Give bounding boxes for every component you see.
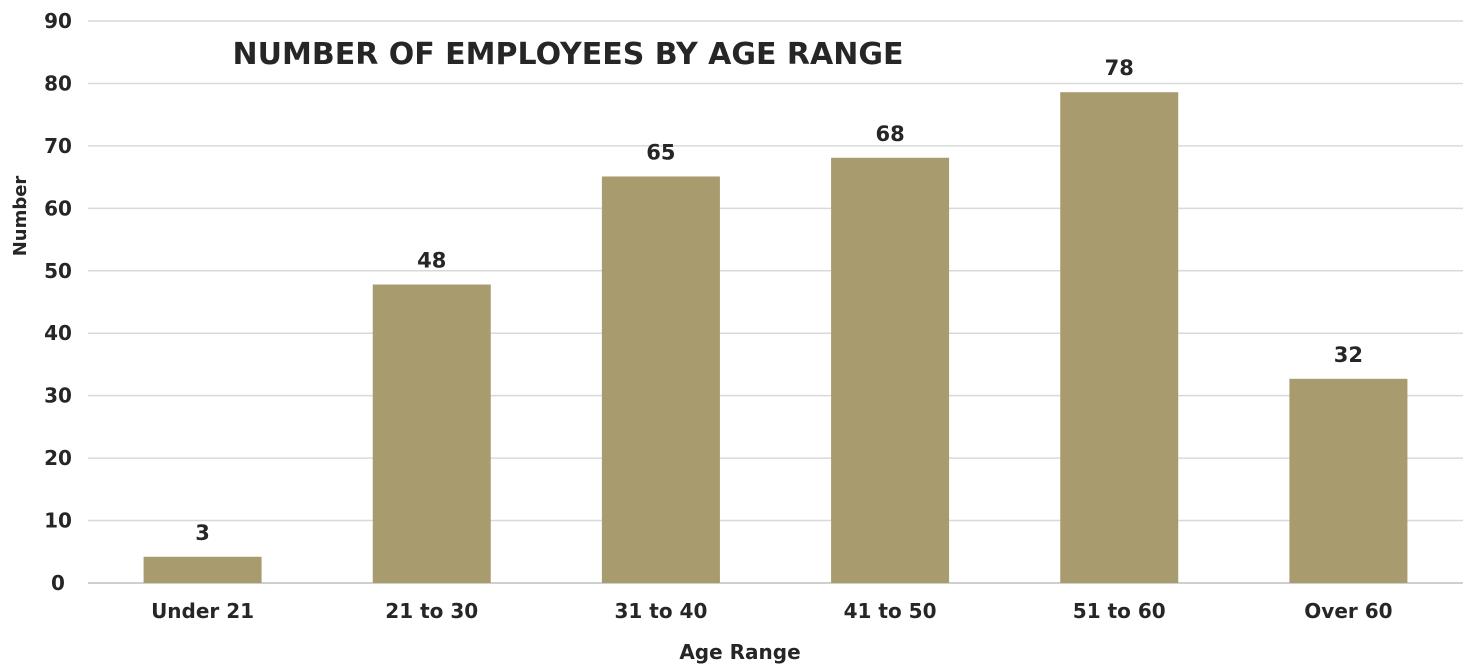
data-label: 48	[417, 249, 446, 273]
y-tick-label: 20	[44, 446, 72, 470]
y-tick-label: 10	[44, 509, 72, 533]
data-label: 65	[646, 140, 675, 164]
y-tick-label: 70	[44, 134, 72, 158]
y-tick-label: 50	[44, 259, 72, 283]
bar	[143, 556, 262, 583]
data-label: 78	[1105, 56, 1134, 80]
data-label: 32	[1334, 343, 1363, 367]
x-tick-label: 21 to 30	[385, 599, 478, 623]
data-labels: 3 48 65 68 78 32	[195, 56, 1363, 545]
y-tick-label: 80	[44, 71, 72, 95]
bar	[372, 284, 491, 583]
bar	[831, 157, 950, 583]
data-label: 68	[875, 122, 904, 146]
x-tick-label: 41 to 50	[844, 599, 937, 623]
y-axis-ticks: 0 10 20 30 40 50 60 70 80 90	[44, 9, 72, 595]
bar	[601, 176, 720, 583]
y-tick-label: 90	[44, 9, 72, 33]
x-tick-label: Over 60	[1304, 599, 1392, 623]
x-axis-ticks: Under 21 21 to 30 31 to 40 41 to 50 51 to 60…	[151, 599, 1392, 623]
bars	[143, 92, 1408, 583]
chart-title: NUMBER OF EMPLOYEES BY AGE RANGE	[233, 37, 904, 72]
y-tick-label: 60	[44, 196, 72, 220]
x-axis-title: Age Range	[679, 640, 800, 664]
x-tick-label: Under 21	[151, 599, 254, 623]
bar	[1060, 92, 1179, 583]
x-tick-label: 51 to 60	[1073, 599, 1166, 623]
y-axis-title: Number	[10, 176, 31, 257]
x-tick-label: 31 to 40	[614, 599, 707, 623]
bar	[1289, 378, 1408, 583]
y-tick-label: 30	[44, 384, 72, 408]
data-label: 3	[195, 521, 210, 545]
y-tick-label: 40	[44, 321, 72, 345]
gridlines	[88, 20, 1463, 584]
y-tick-label: 0	[51, 571, 65, 595]
